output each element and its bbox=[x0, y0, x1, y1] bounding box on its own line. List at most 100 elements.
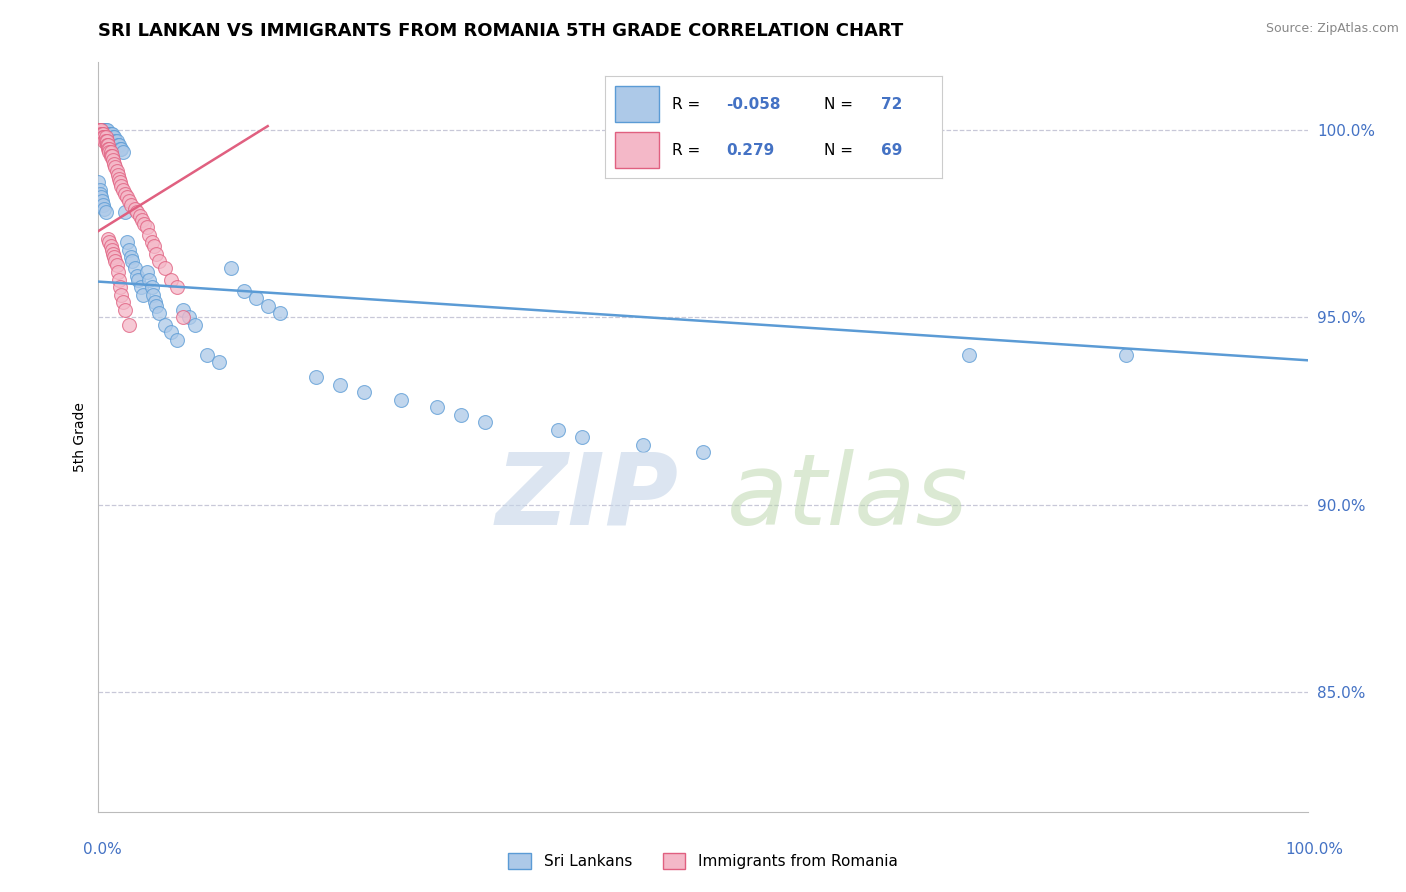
Point bbox=[118, 243, 141, 257]
Point bbox=[221, 261, 243, 276]
Point bbox=[135, 265, 157, 279]
Point bbox=[91, 198, 114, 212]
Point bbox=[166, 333, 188, 347]
Point bbox=[97, 137, 120, 152]
Point bbox=[87, 175, 110, 189]
Point bbox=[172, 310, 194, 325]
Point bbox=[131, 212, 153, 227]
Point bbox=[104, 254, 127, 268]
Point bbox=[148, 254, 170, 268]
Point bbox=[142, 287, 165, 301]
Point bbox=[114, 302, 136, 317]
Point bbox=[957, 348, 980, 362]
Point bbox=[353, 385, 375, 400]
Point bbox=[90, 123, 112, 137]
Text: 72: 72 bbox=[882, 97, 903, 112]
Point bbox=[127, 273, 149, 287]
Text: 0.0%: 0.0% bbox=[83, 842, 122, 856]
Point bbox=[111, 183, 134, 197]
Point bbox=[145, 299, 167, 313]
Point bbox=[120, 250, 142, 264]
Text: ZIP: ZIP bbox=[496, 449, 679, 546]
Point bbox=[100, 127, 122, 141]
Point bbox=[127, 268, 149, 283]
Point bbox=[120, 198, 142, 212]
Point bbox=[166, 280, 188, 294]
Point bbox=[124, 261, 146, 276]
Point bbox=[93, 202, 115, 216]
Point bbox=[108, 142, 131, 156]
Point bbox=[91, 123, 114, 137]
Point bbox=[124, 202, 146, 216]
Point bbox=[153, 261, 176, 276]
Point bbox=[96, 137, 118, 152]
Point bbox=[138, 273, 160, 287]
Text: 100.0%: 100.0% bbox=[1285, 842, 1344, 856]
Text: atlas: atlas bbox=[727, 449, 969, 546]
Point bbox=[111, 145, 134, 160]
Point bbox=[134, 217, 156, 231]
Point bbox=[245, 292, 267, 306]
Point bbox=[104, 134, 127, 148]
Point bbox=[129, 280, 152, 294]
Point bbox=[90, 190, 112, 204]
Point bbox=[141, 280, 163, 294]
Point bbox=[172, 302, 194, 317]
Point bbox=[232, 284, 254, 298]
Point bbox=[101, 153, 124, 167]
Point bbox=[89, 127, 111, 141]
Point bbox=[110, 142, 132, 156]
Point bbox=[100, 145, 122, 160]
Point bbox=[145, 246, 167, 260]
Point bbox=[90, 130, 112, 145]
Point bbox=[143, 295, 166, 310]
Point bbox=[135, 220, 157, 235]
Point bbox=[426, 400, 449, 414]
Point bbox=[97, 142, 120, 156]
Text: N =: N = bbox=[824, 97, 858, 112]
Point bbox=[571, 430, 593, 444]
Point bbox=[114, 205, 136, 219]
Point bbox=[90, 123, 112, 137]
Point bbox=[305, 370, 328, 384]
Point bbox=[108, 171, 131, 186]
Point bbox=[93, 123, 115, 137]
Point bbox=[108, 175, 131, 189]
Point bbox=[256, 299, 278, 313]
Point bbox=[107, 265, 129, 279]
Point bbox=[87, 123, 110, 137]
Point bbox=[89, 127, 111, 141]
Point bbox=[91, 127, 114, 141]
Point bbox=[389, 392, 412, 407]
Point bbox=[110, 287, 132, 301]
Point bbox=[329, 377, 352, 392]
Point bbox=[153, 318, 176, 332]
Point bbox=[450, 408, 472, 422]
Point bbox=[1115, 348, 1137, 362]
Point bbox=[98, 145, 121, 160]
Point bbox=[105, 164, 128, 178]
Point bbox=[132, 287, 155, 301]
Bar bbox=[614, 87, 658, 122]
Point bbox=[117, 190, 139, 204]
Point bbox=[108, 273, 131, 287]
Text: Source: ZipAtlas.com: Source: ZipAtlas.com bbox=[1265, 22, 1399, 36]
Point bbox=[96, 123, 118, 137]
Text: N =: N = bbox=[824, 144, 858, 158]
Point bbox=[87, 127, 110, 141]
Point bbox=[103, 156, 125, 170]
Point bbox=[141, 235, 163, 250]
Point bbox=[91, 194, 114, 208]
Point bbox=[97, 127, 120, 141]
Point bbox=[179, 310, 201, 325]
Point bbox=[128, 209, 150, 223]
Point bbox=[631, 437, 654, 451]
Point bbox=[91, 127, 114, 141]
Point bbox=[104, 161, 127, 175]
Point bbox=[474, 415, 496, 429]
Point bbox=[103, 250, 125, 264]
Point bbox=[160, 273, 183, 287]
Point bbox=[100, 149, 122, 163]
Point bbox=[100, 243, 122, 257]
Point bbox=[138, 227, 160, 242]
